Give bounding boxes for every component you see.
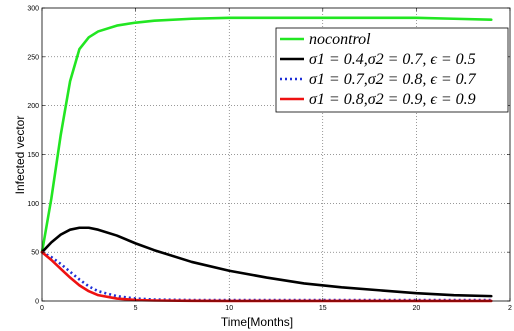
series-line-1 [40, 16, 493, 254]
legend-label-3: σ1 = 0.7,σ2 = 0.8, ϵ = 0.7 [309, 71, 477, 88]
legend-label-2: σ1 = 0.4,σ2 = 0.7, ϵ = 0.5 [309, 51, 476, 68]
x-tick-label: 15 [319, 305, 327, 312]
legend: nocontrol σ1 = 0.4,σ2 = 0.7, ϵ = 0.5 σ1 = … [275, 27, 509, 113]
x-axis-label: Time[Months] [221, 315, 293, 329]
y-tick-label: 250 [27, 54, 39, 61]
legend-label-1: nocontrol [309, 31, 371, 48]
y-tick-label: 150 [27, 152, 39, 159]
legend-box [275, 27, 509, 113]
y-tick-label: 0 [35, 299, 39, 306]
x-tick-label: 2 [508, 305, 512, 312]
y-tick-label: 300 [27, 6, 39, 13]
x-tick-label: 20 [413, 305, 421, 312]
y-tick-label: 100 [27, 201, 39, 208]
y-tick-label: 50 [31, 250, 39, 257]
x-tick-label: 5 [134, 305, 138, 312]
legend-label-4: σ1 = 0.8,σ2 = 0.9, ϵ = 0.9 [309, 91, 476, 108]
x-tick-label: 0 [40, 305, 44, 312]
y-tick-label: 200 [27, 103, 39, 110]
series-line-2 [40, 226, 493, 298]
y-axis-label: Infected vector [13, 116, 27, 195]
x-tick-label: 10 [225, 305, 233, 312]
